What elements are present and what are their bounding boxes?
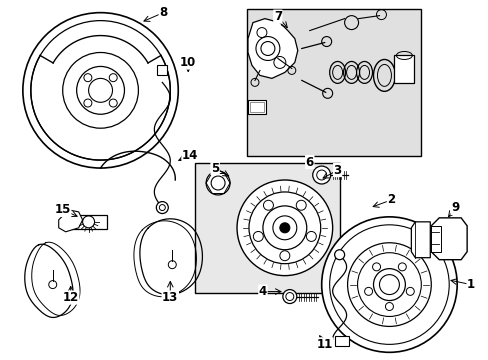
Circle shape (279, 223, 289, 233)
Bar (71, 215, 106, 229)
Polygon shape (410, 222, 429, 258)
Text: 13: 13 (162, 291, 178, 304)
Circle shape (282, 289, 296, 303)
Text: 9: 9 (450, 201, 458, 215)
Polygon shape (247, 19, 297, 78)
Text: 2: 2 (386, 193, 395, 206)
Circle shape (312, 166, 330, 184)
Circle shape (263, 206, 306, 250)
Text: 10: 10 (180, 56, 196, 69)
Text: 8: 8 (159, 6, 167, 19)
Text: 11: 11 (316, 338, 332, 351)
Circle shape (347, 243, 430, 327)
Text: 1: 1 (466, 278, 474, 291)
Bar (157, 66, 167, 75)
Polygon shape (59, 210, 82, 232)
Circle shape (321, 217, 456, 352)
Circle shape (373, 269, 405, 301)
Circle shape (23, 13, 178, 168)
Text: 4: 4 (258, 285, 266, 298)
Circle shape (62, 53, 138, 128)
Text: 6: 6 (305, 156, 313, 168)
Polygon shape (430, 218, 466, 260)
Text: 15: 15 (54, 203, 71, 216)
Text: 3: 3 (333, 163, 341, 176)
Text: 7: 7 (273, 10, 282, 23)
Circle shape (156, 202, 168, 213)
Text: 5: 5 (210, 162, 219, 175)
Circle shape (334, 250, 344, 260)
Bar (334, 336, 348, 346)
Bar (430, 226, 440, 252)
Text: 12: 12 (62, 291, 79, 304)
Circle shape (206, 171, 229, 195)
Circle shape (237, 180, 332, 276)
Text: 14: 14 (182, 149, 198, 162)
Bar (394, 55, 413, 84)
Bar (247, 100, 265, 114)
Bar (195, 163, 339, 293)
Bar (246, 9, 421, 156)
Bar (249, 102, 264, 112)
